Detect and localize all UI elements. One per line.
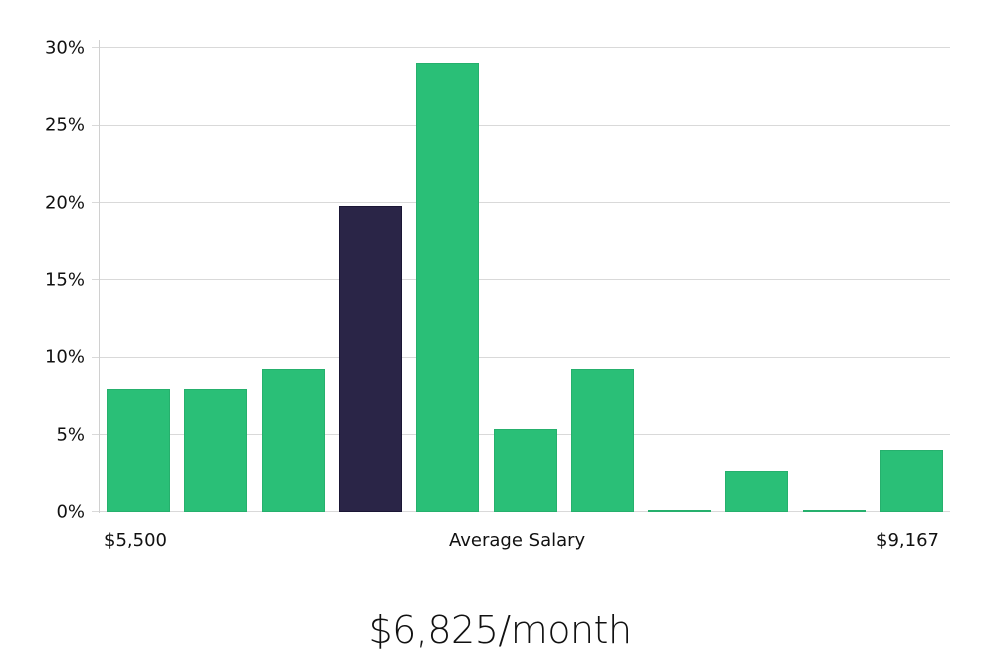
bar [880,450,943,512]
gridline-25 [92,125,950,126]
bar [494,429,557,512]
y-tick-20: 20% [44,192,85,214]
average-salary-value: $6,825/month [368,608,632,652]
bar [262,369,325,512]
bar [803,510,866,512]
y-tick-25: 25% [44,114,85,136]
y-tick-5: 5% [56,424,85,446]
bar [184,389,247,512]
gridline-20 [92,202,950,203]
gridline-15 [92,279,950,280]
y-axis-line [99,40,100,513]
y-tick-15: 15% [44,269,85,291]
x-label-max: $9,167 [876,530,939,551]
y-tick-10: 10% [44,346,85,368]
bar [107,389,170,512]
gridline-30 [92,47,950,48]
gridline-10 [92,357,950,358]
x-axis-title: Average Salary [449,530,586,551]
bar [571,369,634,512]
bar [725,471,788,512]
bar-highlighted [339,206,402,512]
y-tick-30: 30% [44,37,85,59]
x-label-min: $5,500 [104,530,167,551]
bar [648,510,711,512]
bar [416,63,479,512]
y-tick-0: 0% [56,501,85,523]
salary-histogram-chart: 30% 25% 20% 15% 10% 5% 0% $5,500 Average… [44,37,950,551]
